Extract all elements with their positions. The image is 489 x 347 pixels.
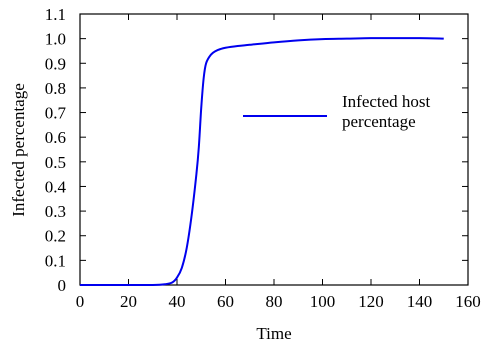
y-tick-label: 0.6	[45, 128, 66, 147]
y-tick-label: 1.1	[45, 5, 66, 24]
y-tick-label: 1.0	[45, 30, 66, 49]
x-tick-label: 160	[455, 292, 481, 311]
y-tick-label: 0.9	[45, 54, 66, 73]
x-tick-label: 60	[217, 292, 234, 311]
y-tick-label: 0.1	[45, 251, 66, 270]
legend-label-line2: percentage	[342, 112, 416, 131]
y-tick-label: 0.3	[45, 202, 66, 221]
y-tick-label: 0.5	[45, 153, 66, 172]
x-axis-label: Time	[256, 324, 291, 343]
y-tick-label: 0.7	[45, 104, 67, 123]
y-tick-label: 0.8	[45, 79, 66, 98]
x-tick-label: 80	[266, 292, 283, 311]
y-tick-label: 0.2	[45, 227, 66, 246]
x-tick-label: 40	[169, 292, 186, 311]
y-axis-label: Infected percentage	[9, 83, 28, 217]
y-tick-label: 0	[58, 276, 67, 295]
legend-label: Infected host percentage	[342, 92, 435, 131]
x-tick-labels: 0 20 40 60 80 100 120 140 160	[76, 292, 481, 311]
legend-label-line1: Infected host	[342, 92, 431, 111]
x-tick-label: 140	[407, 292, 433, 311]
axis-ticks	[79, 13, 469, 286]
x-tick-label: 100	[310, 292, 336, 311]
y-tick-labels: 0 0.1 0.2 0.3 0.4 0.5 0.6 0.7 0.8 0.9 1.0 1.1	[45, 5, 67, 295]
x-tick-label: 0	[76, 292, 85, 311]
x-tick-label: 20	[120, 292, 137, 311]
series-line	[80, 37, 444, 287]
y-tick-label: 0.4	[45, 177, 67, 196]
x-tick-label: 120	[358, 292, 384, 311]
plot-frame	[79, 13, 469, 286]
